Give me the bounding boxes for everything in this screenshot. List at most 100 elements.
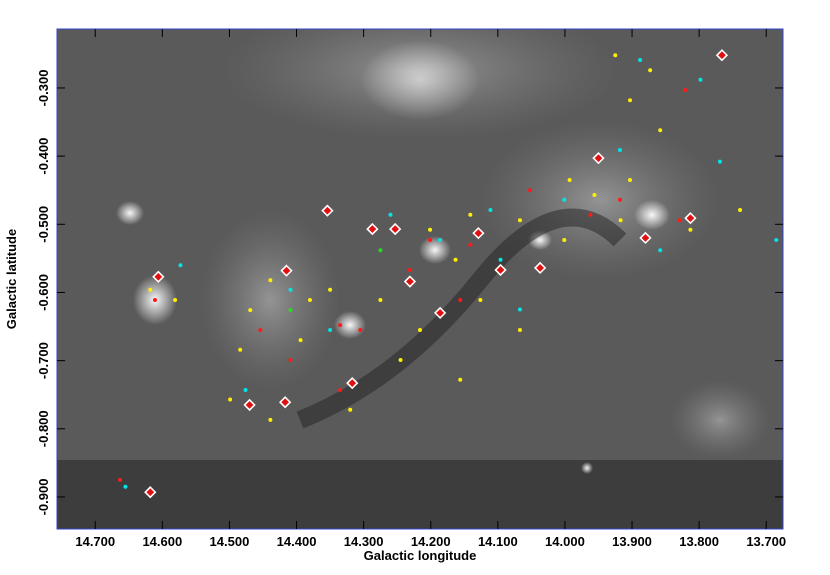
point — [228, 397, 233, 402]
point — [248, 308, 253, 313]
point — [268, 417, 273, 422]
diamond-marker — [639, 231, 652, 245]
point — [588, 212, 593, 217]
x-tick-label: 14.000 — [545, 534, 585, 549]
point — [717, 159, 722, 164]
sky-image — [57, 29, 783, 529]
diamond-marker — [243, 398, 256, 412]
y-tick-label: -0.300 — [36, 70, 51, 107]
point — [243, 387, 248, 392]
point — [618, 218, 623, 223]
point — [458, 377, 463, 382]
point — [428, 237, 433, 242]
point — [628, 177, 633, 182]
point — [628, 98, 633, 103]
point — [118, 477, 123, 482]
point — [658, 248, 663, 253]
point — [307, 297, 312, 302]
point — [562, 197, 567, 202]
point — [123, 484, 128, 489]
point — [774, 237, 779, 242]
point — [688, 227, 693, 232]
x-tick-label: 13.700 — [746, 534, 786, 549]
point — [338, 387, 343, 392]
x-tick-label: 14.500 — [210, 534, 250, 549]
diamond-marker — [403, 275, 417, 288]
point — [613, 53, 618, 58]
point — [288, 287, 293, 292]
point — [298, 338, 303, 343]
x-tick-label: 14.300 — [344, 534, 384, 549]
diamond-marker — [346, 376, 359, 390]
point — [288, 308, 293, 313]
point — [288, 357, 293, 362]
y-tick-label: -0.500 — [36, 206, 51, 243]
diamond-marker — [684, 212, 697, 225]
point — [698, 77, 703, 82]
point — [178, 263, 183, 268]
point — [592, 192, 597, 197]
diamond-marker — [472, 227, 485, 240]
point — [648, 68, 653, 73]
diamond-marker — [592, 152, 605, 165]
point — [617, 197, 622, 202]
point — [528, 188, 533, 193]
point — [517, 218, 522, 223]
y-tick-label: -0.600 — [36, 274, 51, 311]
point — [468, 242, 473, 247]
point — [517, 307, 522, 312]
point — [438, 237, 443, 242]
point — [638, 58, 643, 63]
diamond-marker — [366, 222, 379, 236]
diamond-marker — [494, 263, 507, 277]
diamond-marker — [279, 396, 292, 409]
point — [453, 257, 458, 262]
y-tick-label: -0.700 — [36, 342, 51, 379]
point — [418, 327, 422, 332]
point — [328, 327, 333, 332]
point — [517, 327, 522, 332]
point — [348, 407, 353, 412]
diamond-marker — [321, 204, 334, 217]
y-axis-label: Galactic latitude — [4, 229, 19, 329]
point — [498, 257, 503, 262]
point — [328, 287, 333, 292]
x-tick-label: 14.600 — [142, 534, 182, 549]
point — [567, 177, 572, 182]
point — [258, 327, 263, 332]
y-tick-label: -0.900 — [36, 479, 51, 516]
point — [478, 297, 483, 302]
diamond-marker — [389, 222, 402, 236]
point — [398, 357, 403, 362]
point — [238, 347, 243, 352]
point — [468, 212, 473, 217]
point — [428, 227, 433, 232]
plot-frame — [56, 28, 784, 530]
x-axis-label: Galactic longitude — [364, 548, 477, 563]
diamond-marker — [715, 49, 729, 62]
x-tick-label: 14.400 — [277, 534, 317, 549]
x-tick-label: 13.900 — [612, 534, 652, 549]
point — [617, 147, 622, 152]
diamond-marker — [152, 270, 165, 283]
y-tick-label: -0.800 — [36, 410, 51, 447]
point — [458, 297, 463, 302]
point — [488, 207, 493, 212]
point — [677, 218, 682, 223]
point — [173, 297, 178, 302]
point — [358, 327, 363, 332]
point — [338, 323, 343, 328]
point — [562, 237, 567, 242]
point — [152, 297, 157, 302]
y-tick-label: -0.400 — [36, 138, 51, 175]
x-tick-label: 14.200 — [411, 534, 451, 549]
diamond-marker — [433, 306, 447, 320]
diamond-marker — [533, 261, 547, 275]
point — [658, 128, 663, 133]
point — [407, 267, 412, 272]
point — [268, 278, 273, 283]
point — [388, 212, 393, 217]
point — [378, 248, 383, 253]
point — [738, 207, 743, 212]
